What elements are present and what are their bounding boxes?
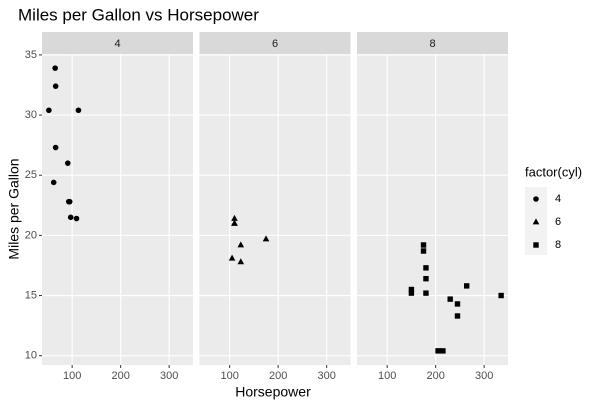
point — [75, 107, 82, 114]
strip-label: 6 — [272, 38, 278, 50]
legend-label: 8 — [555, 239, 561, 251]
x-tick-label: 100 — [63, 370, 81, 382]
legend-label: 4 — [555, 193, 561, 205]
y-tick-label: 15 — [25, 289, 37, 301]
x-tick-label: 300 — [317, 370, 335, 382]
point — [52, 83, 59, 89]
point — [408, 286, 415, 293]
point — [408, 290, 415, 296]
point — [50, 179, 57, 186]
point — [262, 235, 270, 242]
y-axis-label: Miles per Gallon — [6, 158, 22, 259]
point — [228, 254, 236, 261]
point — [67, 214, 74, 221]
y-tick-label: 10 — [25, 350, 37, 362]
point — [231, 219, 238, 226]
point — [454, 313, 461, 319]
legend-label: 6 — [555, 216, 561, 228]
x-tick-label: 100 — [378, 370, 396, 382]
point — [52, 144, 59, 151]
point — [435, 348, 441, 354]
panel — [199, 54, 351, 365]
point — [498, 292, 504, 299]
chart-title: Miles per Gallon vs Horsepower — [18, 5, 259, 24]
point — [420, 248, 427, 254]
legend-title: factor(cyl) — [525, 164, 582, 179]
point — [423, 275, 429, 282]
y-tick-label: 35 — [25, 49, 37, 61]
x-tick-label: 300 — [160, 370, 178, 382]
x-tick-label: 100 — [220, 370, 238, 382]
y-tick-label: 30 — [25, 109, 37, 121]
legend-key — [533, 196, 539, 202]
y-tick-label: 25 — [25, 169, 37, 181]
x-tick-label: 200 — [269, 370, 287, 382]
strip — [42, 32, 193, 54]
x-tick-label: 200 — [111, 370, 129, 382]
point — [423, 290, 429, 296]
legend-key — [532, 218, 540, 225]
point — [447, 296, 453, 302]
point — [46, 107, 52, 114]
legend-key — [533, 242, 539, 248]
point — [52, 65, 58, 71]
strip-label: 8 — [429, 38, 435, 50]
x-tick-label: 200 — [426, 370, 444, 382]
x-axis-label: Horsepower — [235, 384, 311, 400]
point — [237, 241, 245, 248]
panel — [357, 54, 508, 365]
point — [463, 283, 470, 289]
point — [454, 301, 461, 307]
point — [66, 198, 73, 205]
point — [231, 214, 238, 221]
strip — [357, 32, 508, 54]
point — [237, 258, 245, 265]
point — [64, 160, 71, 166]
panel — [42, 54, 193, 365]
strip — [199, 32, 351, 54]
y-tick-label: 20 — [25, 229, 37, 241]
point — [73, 215, 80, 222]
point — [420, 242, 427, 248]
point — [440, 348, 446, 354]
strip-label: 4 — [114, 38, 120, 50]
x-tick-label: 300 — [475, 370, 493, 382]
point — [423, 265, 429, 271]
